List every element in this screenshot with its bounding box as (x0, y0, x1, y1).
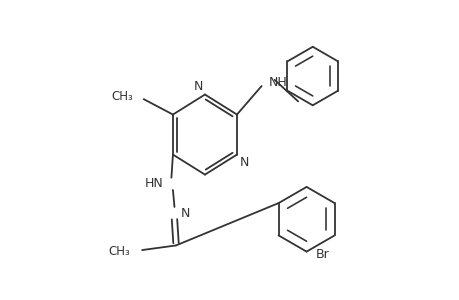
Text: N: N (240, 156, 249, 169)
Text: CH₃: CH₃ (111, 90, 133, 103)
Text: HN: HN (145, 177, 163, 190)
Text: N: N (180, 207, 190, 220)
Text: NH: NH (268, 76, 287, 89)
Text: N: N (193, 80, 202, 93)
Text: Br: Br (315, 248, 329, 261)
Text: CH₃: CH₃ (108, 245, 129, 258)
